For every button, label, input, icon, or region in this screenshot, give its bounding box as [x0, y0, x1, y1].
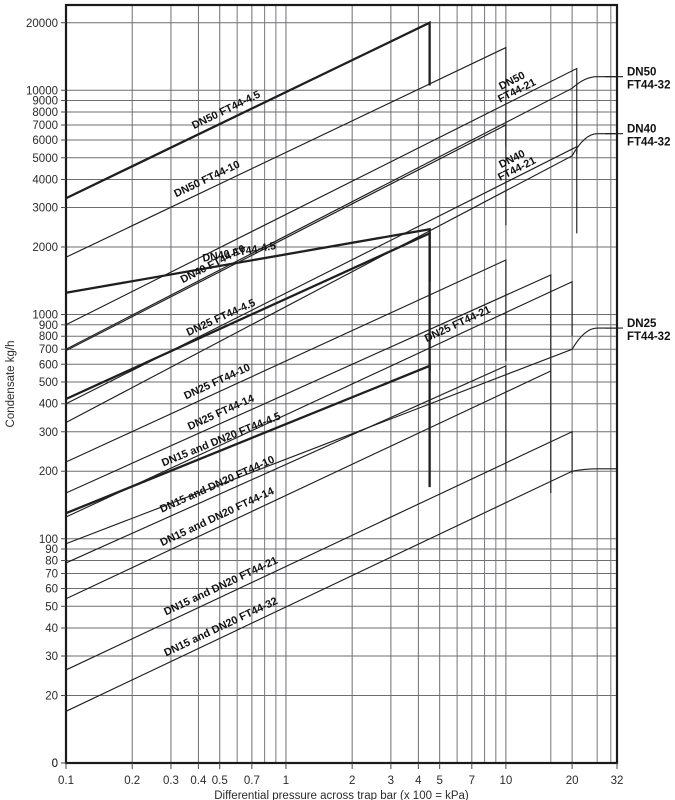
- x-axis-tick-label: 5: [436, 775, 442, 787]
- right-edge-label-line1: DN40: [627, 124, 656, 136]
- y-axis-tick-label: 90: [45, 544, 58, 556]
- plot-frame: [64, 3, 619, 765]
- x-axis-tick-label: 0.3: [163, 775, 179, 787]
- y-axis-tick-label: 2000: [32, 242, 58, 254]
- x-axis-title: Differential pressure across trap bar (x…: [214, 790, 469, 800]
- y-axis-tick-label: 6000: [32, 135, 58, 147]
- capacity-curve: [65, 327, 617, 545]
- x-axis-tick-label: 3: [388, 775, 394, 787]
- y-axis-tick-label: 800: [39, 331, 58, 343]
- x-axis-tick-label: 20: [566, 775, 579, 787]
- y-axis-tick-label: 50: [45, 601, 58, 613]
- capacity-curve: [65, 67, 578, 326]
- y-axis-tick-label: 100: [39, 534, 58, 546]
- capacity-curve: [65, 124, 507, 352]
- x-axis-tick-label: 0.1: [58, 775, 74, 787]
- y-axis-tick-label: 900: [39, 320, 58, 332]
- x-axis-tick-label: 2: [349, 775, 355, 787]
- x-axis-tick-label: 0.5: [212, 775, 228, 787]
- y-axis-tick-label: 3000: [32, 203, 58, 215]
- y-axis-tick-label: 0: [52, 758, 58, 770]
- capacity-curve: [65, 370, 552, 600]
- right-edge-label-line2: FT44-32: [627, 137, 670, 149]
- capacity-curve: [65, 468, 617, 712]
- y-axis-tick-label: 40: [45, 623, 58, 635]
- y-axis-tick-label: 20000: [26, 18, 58, 30]
- capacity-curve: [65, 20, 431, 200]
- capacity-curve: [65, 280, 573, 518]
- y-axis-tick-label: 60: [45, 584, 58, 596]
- y-axis-tick-label: 9000: [32, 96, 58, 108]
- y-axis-tick-label: 500: [39, 377, 58, 389]
- capacity-curve: [65, 133, 617, 423]
- x-axis-tick-label: 0.2: [124, 775, 140, 787]
- x-axis-tick-label: 0.4: [190, 775, 207, 787]
- y-axis-tick-label: 200: [39, 466, 58, 478]
- right-edge-label-line2: FT44-32: [627, 80, 670, 92]
- right-edge-label-line2: FT44-32: [627, 331, 670, 343]
- capacity-curve: [65, 364, 431, 515]
- x-axis-tick-label: 7: [469, 775, 475, 787]
- capacity-curve: [65, 76, 617, 350]
- y-axis-tick-label: 4000: [32, 174, 58, 186]
- right-edge-label-line1: DN25: [627, 318, 657, 330]
- capacity-curve: [65, 259, 507, 463]
- y-axis-tick-label: 30: [45, 651, 58, 663]
- y-axis-tick-label: 600: [39, 359, 58, 371]
- y-axis-tick-label: 1000: [32, 310, 58, 322]
- capacity-curve: [65, 231, 431, 401]
- x-axis-tick-label: 10: [499, 775, 512, 787]
- x-axis-tick-label: 4: [415, 775, 422, 787]
- capacity-curve: [65, 430, 573, 671]
- y-axis-tick-label: 10000: [26, 85, 58, 97]
- y-axis-tick-label: 300: [39, 427, 58, 439]
- y-axis-tick-label: 5000: [32, 153, 58, 165]
- y-axis-zero-label: 0: [52, 758, 58, 770]
- capacity-curve: [65, 274, 552, 494]
- y-axis-tick-label: 700: [39, 344, 58, 356]
- y-axis-tick-label: 80: [45, 555, 58, 567]
- right-edge-label-line1: DN50: [627, 67, 656, 79]
- y-axis-tick-label: 20: [45, 690, 58, 702]
- y-axis-title: Condensate kg/h: [5, 341, 17, 428]
- x-axis-tick-label: 0.7: [244, 775, 260, 787]
- x-axis-tick-label: 1: [283, 775, 289, 787]
- x-axis-tick-label: 32: [611, 775, 624, 787]
- capacity-curve: [65, 145, 578, 405]
- capacity-curve: [65, 365, 507, 564]
- y-axis-tick-label: 400: [39, 399, 58, 411]
- capacity-curve: [65, 46, 507, 258]
- y-axis-tick-label: 7000: [32, 120, 58, 132]
- y-axis-tick-label: 70: [45, 568, 58, 580]
- y-axis-tick-label: 8000: [32, 107, 58, 119]
